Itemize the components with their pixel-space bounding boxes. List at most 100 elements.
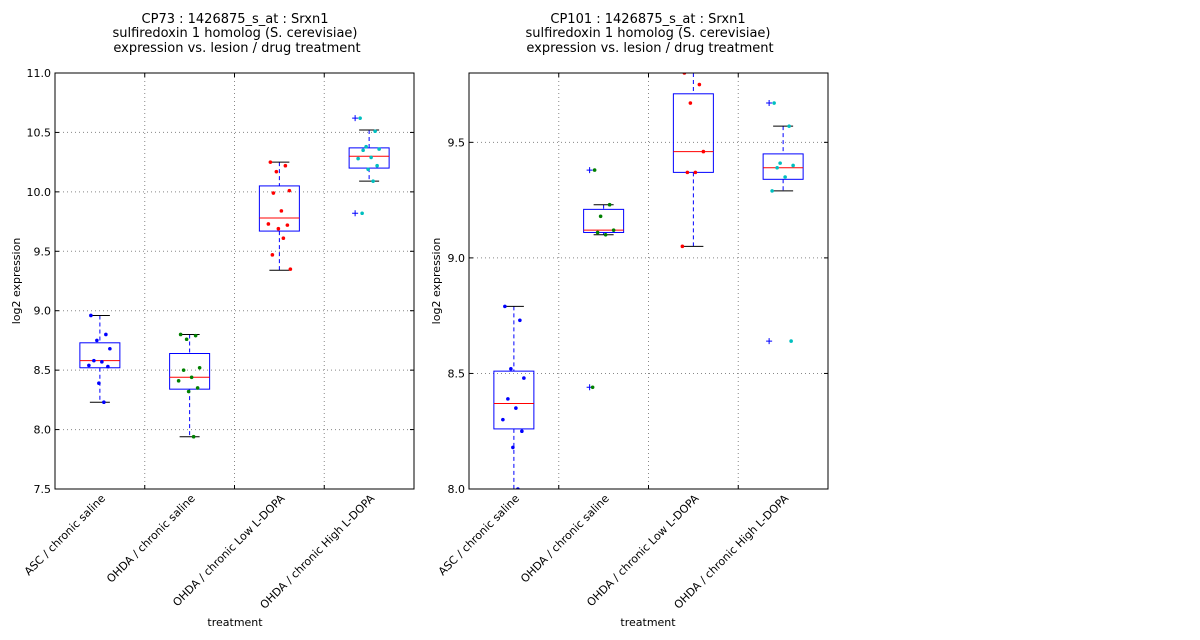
data-point (100, 360, 104, 364)
data-point (279, 209, 284, 213)
box-group (258, 160, 300, 271)
y-axis-label: log2 expression (430, 238, 443, 325)
data-point (184, 337, 189, 342)
chart-title-line-2: sulfiredoxin 1 homolog (S. cerevisiae) (112, 26, 357, 41)
data-point (697, 82, 702, 87)
data-point (685, 170, 690, 175)
outlier-marker (766, 100, 773, 107)
chart-title-line-3: expression vs. lesion / drug treatment (113, 41, 360, 56)
outlier-marker (352, 115, 359, 122)
data-point (595, 230, 600, 235)
y-tick-label: 9.5 (448, 136, 466, 149)
data-point (688, 101, 693, 105)
data-point (611, 228, 616, 232)
data-point (511, 445, 515, 450)
x-tick-label: OHDA / chronic saline (104, 492, 198, 586)
data-point (361, 148, 365, 153)
box-group (169, 332, 211, 439)
x-tick-label: ASC / chronic saline (436, 492, 522, 578)
data-point (775, 165, 779, 170)
data-point (509, 367, 513, 371)
data-point (778, 161, 782, 165)
data-point (181, 368, 186, 372)
box-group (79, 313, 121, 405)
data-point (287, 188, 292, 193)
data-point (371, 179, 375, 183)
chart-title-line-1: CP73 : 1426875_s_at : Srxn1 (142, 12, 329, 27)
box (762, 153, 804, 180)
data-point (783, 175, 787, 179)
data-point (592, 168, 597, 172)
box (583, 208, 625, 233)
data-point (97, 381, 101, 386)
data-point (106, 364, 110, 369)
outlier-marker (352, 210, 359, 217)
chart-title-line-3: expression vs. lesion / drug treatment (526, 41, 773, 56)
data-point (195, 386, 200, 390)
data-point (772, 101, 776, 105)
data-point (281, 236, 286, 241)
data-point (770, 189, 774, 193)
data-point (266, 222, 271, 226)
data-point (87, 363, 91, 368)
plot-frame (468, 72, 829, 490)
data-point (191, 434, 196, 439)
data-point (369, 155, 373, 160)
data-point (178, 332, 183, 337)
data-point (270, 253, 275, 257)
data-point (271, 191, 276, 195)
data-point (520, 429, 524, 434)
box (493, 370, 535, 430)
box (672, 93, 714, 173)
data-point (522, 376, 526, 380)
y-tick-label: 9.5 (34, 245, 52, 258)
box (348, 147, 390, 169)
box-group (583, 167, 625, 391)
data-point (274, 169, 279, 174)
data-point (108, 346, 112, 351)
data-point (514, 406, 518, 410)
y-tick-label: 9.0 (34, 305, 52, 318)
data-point (364, 144, 368, 149)
data-point (377, 147, 381, 151)
data-point (701, 149, 706, 154)
plot-frame (54, 72, 415, 490)
box-group (672, 73, 714, 249)
box (258, 185, 300, 232)
data-point (791, 163, 795, 168)
data-point (693, 170, 698, 175)
outlier-marker (586, 167, 593, 174)
y-tick-label: 8.5 (448, 367, 466, 380)
y-tick-label: 8.0 (34, 424, 52, 437)
data-point (356, 156, 360, 161)
y-tick-label: 8.5 (34, 364, 52, 377)
y-tick-label: 8.0 (448, 483, 466, 496)
data-point (276, 226, 281, 231)
outlier-marker (766, 338, 773, 345)
x-tick-label: ASC / chronic saline (22, 492, 108, 578)
data-point (102, 400, 106, 405)
data-point (506, 397, 510, 401)
plot-area (79, 115, 390, 439)
chart-title-line-1: CP101 : 1426875_s_at : Srxn1 (550, 12, 745, 27)
data-point (787, 124, 791, 128)
y-axis-label: log2 expression (10, 238, 23, 325)
data-point (104, 332, 108, 337)
data-point (176, 379, 181, 383)
data-point (92, 358, 96, 363)
y-tick-label: 10.5 (27, 126, 52, 139)
x-axis-label: treatment (207, 616, 263, 629)
data-point (285, 223, 290, 227)
data-point (288, 267, 293, 271)
y-tick-label: 7.5 (34, 483, 52, 496)
data-point (95, 338, 99, 343)
data-point (197, 365, 202, 370)
data-point (607, 202, 612, 207)
data-point (189, 375, 194, 380)
data-point (193, 333, 198, 338)
box-group (348, 115, 390, 217)
data-point (375, 163, 379, 168)
y-tick-label: 11.0 (27, 67, 52, 80)
data-point (89, 313, 93, 318)
